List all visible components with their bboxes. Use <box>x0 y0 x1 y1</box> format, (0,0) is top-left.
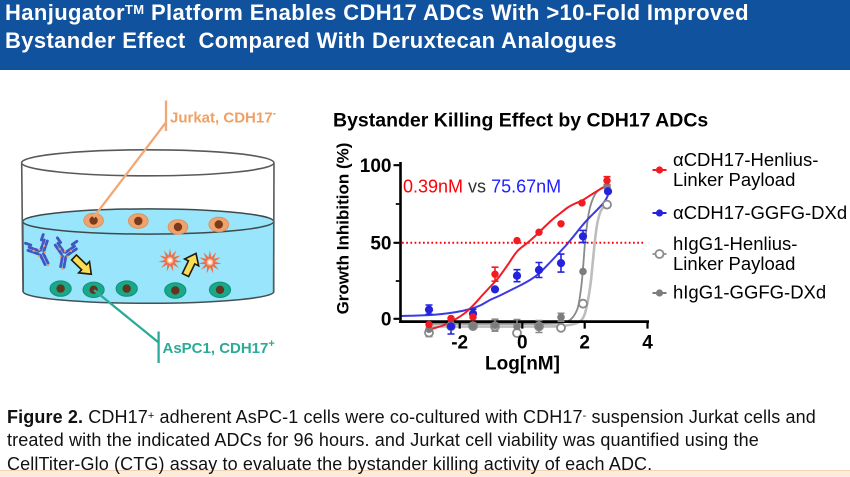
svg-text:αCDH17-GGFG-DXd: αCDH17-GGFG-DXd <box>673 202 847 223</box>
svg-text:4: 4 <box>642 333 653 354</box>
svg-text:AsPC1, CDH17+: AsPC1, CDH17+ <box>163 338 275 357</box>
svg-text:Linker Payload: Linker Payload <box>673 253 795 274</box>
svg-text:0: 0 <box>381 309 392 330</box>
svg-text:0.39nM vs 75.67nM: 0.39nM vs 75.67nM <box>403 177 561 197</box>
svg-text:Jurkat, CDH17-: Jurkat, CDH17- <box>170 108 277 127</box>
svg-text:50: 50 <box>370 233 391 254</box>
svg-text:100: 100 <box>360 156 392 177</box>
svg-text:0: 0 <box>517 333 528 354</box>
svg-text:-2: -2 <box>451 333 468 354</box>
svg-text:αCDH17-Henlius-: αCDH17-Henlius- <box>673 149 818 170</box>
svg-text:Log[nM]: Log[nM] <box>485 354 560 375</box>
svg-text:Growth Inhibition (%): Growth Inhibition (%) <box>334 143 353 315</box>
svg-text:2: 2 <box>579 333 590 354</box>
svg-text:Bystander Killing Effect by CD: Bystander Killing Effect by CDH17 ADCs <box>333 110 708 132</box>
svg-text:hIgG1-Henlius-: hIgG1-Henlius- <box>673 233 797 254</box>
svg-text:Linker Payload: Linker Payload <box>673 169 795 190</box>
svg-text:hIgG1-GGFG-DXd: hIgG1-GGFG-DXd <box>673 282 826 303</box>
